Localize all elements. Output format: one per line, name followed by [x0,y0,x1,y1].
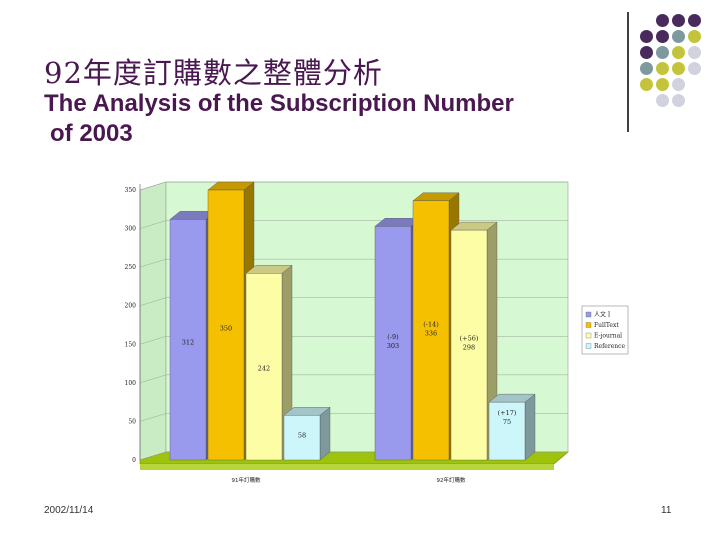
chart-floor-edge [140,464,554,470]
x-category-label: 91年訂購數 [232,476,261,484]
bar-value-label: 58 [298,431,306,439]
bar [283,415,321,461]
bar [488,401,526,461]
chart-side-wall [139,181,167,461]
bar-side [524,393,536,461]
decorative-dot [656,78,669,91]
page-number: 11 [661,505,672,516]
decorative-dot-grid [636,12,720,122]
decorative-dot [656,46,669,59]
legend-swatch [585,332,592,339]
y-tick-label: 300 [125,226,137,233]
y-tick-label: 200 [125,303,137,310]
decorative-dot [672,46,685,59]
decorative-dot [640,78,653,91]
decorative-dot [688,14,701,27]
decorative-dot [688,46,701,59]
y-tick-label: 50 [128,418,136,425]
legend-swatch [585,322,592,328]
y-tick-label: 250 [125,264,137,271]
bar-change-label: (+17) [498,409,517,417]
decorative-dot [656,94,669,107]
legend-swatch [585,311,592,318]
decorative-dot [672,62,685,75]
decorative-dot [672,94,685,107]
bar-value-label: 298 [463,344,475,352]
bar-side [319,406,331,461]
bar-value-label: 350 [220,324,232,332]
subscription-bar-chart: 0 50 100 150 200 250 300 350 312 350 242 58 91年訂購數 30… [125,181,629,484]
decorative-dot [640,46,653,59]
decorative-dot [656,14,669,27]
decorative-dot [640,30,653,43]
bar-value-label: 336 [425,330,437,338]
legend-entry: Reference [594,343,625,350]
legend-entry: E-journal [594,333,622,340]
bar-value-label: 312 [182,338,194,346]
bar [450,229,488,461]
y-tick-label: 100 [125,380,137,387]
y-tick-label: 350 [125,187,137,194]
title-english-line-2: of 2003 [50,120,133,147]
decorative-divider [627,12,629,132]
decorative-dot [672,30,685,43]
bar-change-label: (+56) [460,335,479,343]
slide-title-chinese: 92年度訂購數之整體分析 [44,56,383,90]
bar-change-label: (-14) [423,321,439,329]
decorative-dot [656,62,669,75]
decorative-dot [672,14,685,27]
chart-gridline [139,181,568,191]
bar [245,273,283,461]
decorative-dot [672,78,685,91]
bar [374,226,412,461]
y-tick-label: 0 [132,457,136,464]
decorative-dot [656,30,669,43]
bar [412,200,450,461]
y-tick-label: 150 [125,341,137,348]
slide-title-english: The Analysis of the Subscription Number … [44,89,614,149]
bar-value-label: 242 [258,364,270,372]
x-category-label: 92年訂購數 [437,476,466,484]
title-english-line-1: The Analysis of the Subscription Number [44,90,514,117]
bar [169,219,207,461]
legend-entry: 人文 I [594,311,611,319]
decorative-dot [688,62,701,75]
legend-entry: FullText [594,322,619,329]
legend-swatch [585,343,592,349]
bar-value-label: 75 [503,418,511,426]
bar [207,189,245,461]
decorative-dot [640,62,653,75]
bar-change-label: (-9) [387,333,399,341]
bar-value-label: 303 [387,342,399,350]
footer-date: 2002/11/14 [44,505,94,516]
decorative-dot [688,30,701,43]
